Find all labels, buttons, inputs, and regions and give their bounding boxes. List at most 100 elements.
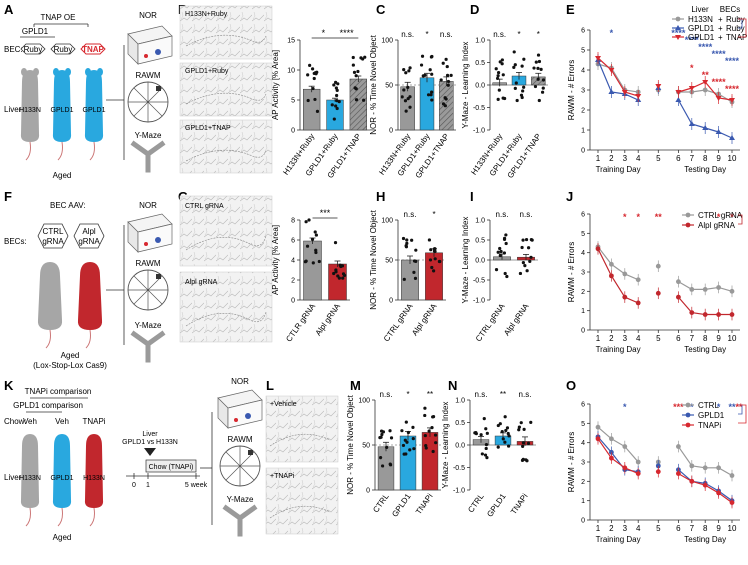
data-point [407,69,411,73]
data-point [414,248,418,252]
data-point [519,421,523,425]
data-point [333,241,338,245]
significance-label: n.s. [520,210,533,219]
data-marker [685,212,691,218]
data-point [408,105,412,109]
data-point [539,67,543,71]
y-tick-label: 2 [581,479,585,486]
y-tick-label: 50 [362,443,370,450]
data-point [427,238,432,242]
y-tick-label: -0.5 [473,105,485,112]
data-marker [609,436,614,442]
y-tick-label: 4 [581,250,585,257]
data-point [404,420,408,424]
data-point [314,72,318,76]
data-point [388,429,392,433]
panel-letter-i: I [470,189,474,204]
data-marker [702,87,708,93]
data-point [533,84,538,89]
y-axis-label: RAWM - # Errors [567,432,576,493]
significance-label: n.s. [493,30,506,39]
data-point [335,106,339,111]
ymaze-icon-f [130,330,166,363]
bracket-label: *** [320,208,331,218]
data-point [379,429,384,433]
ctrl-grna-label-2: gRNA [42,237,64,246]
legend-label-bec: TNAP [726,33,747,42]
data-point [428,258,433,262]
data-point [444,57,448,61]
timeline-arrow-icon [144,448,156,456]
y-tick-label: 5 [291,98,295,105]
panel-a-schematic: A TNAP OE GPLD1 BEC: Ruby Ruby TNAP Live… [4,2,173,180]
data-point [406,85,410,89]
data-point [310,67,315,71]
y-tick-label: 100 [381,38,393,45]
x-tick-label: 4 [636,334,641,343]
bracket-label: **** [340,28,355,38]
data-marker [675,90,682,95]
data-point [433,257,437,261]
data-marker [689,287,695,292]
data-point [515,98,519,103]
category-label: Alpl gRNA [314,301,343,337]
data-point [400,429,404,433]
panel-letter-e: E [566,2,575,17]
x-tick-label: 5 [656,154,661,163]
data-point [518,271,523,276]
panel-letter-m: M [350,378,361,393]
tnapi-comparison-label: TNAPi comparison [25,387,92,396]
data-marker [685,412,691,418]
mouse-h133n-label-k: H133N [19,475,41,482]
data-point [413,276,418,280]
data-point [521,444,525,448]
data-point [536,53,541,57]
data-marker [595,436,601,442]
chart-D-group: D -1.0 -0.5 0.0 0.5 1.0 Y-Maze - Learning Inde… [461,2,548,180]
y-tick-label: 1.0 [455,398,465,405]
data-marker [622,271,628,277]
alpl-grna-label-1: Alpl [82,227,96,236]
data-point [404,71,408,75]
chart-I-group: I -1.0 -0.5 0.0 0.5 1.0 Y-Maze - Learning Inde… [461,189,538,343]
y-axis-label: NOR - % Time Novel Object [346,394,355,494]
data-point [505,426,510,430]
data-point [430,54,434,59]
data-point [423,73,427,77]
data-point [401,236,406,241]
category-label: GPLD1 [390,492,413,519]
legend-label: GPLD1 [698,411,725,420]
data-point [496,71,501,75]
data-marker [676,294,681,300]
nor-arena-icon [127,25,173,65]
data-point [521,238,525,242]
data-marker [676,471,681,476]
x-tick-label: 10 [728,334,737,343]
x-tick-label: 9 [716,154,721,163]
data-point [484,443,489,447]
data-point [341,272,346,276]
nor-arena-icon-f [127,213,173,253]
data-point [379,456,383,460]
legend-header-becs: BECs [720,5,740,14]
y-tick-label: 3 [581,270,585,277]
data-marker [716,312,721,317]
data-point [512,65,516,69]
x-axis-label-testing: Testing Day [684,535,726,544]
category-label: Alpl gRNA [410,301,439,337]
mouse-gpld1-tnap-icon: GPLD1 [83,68,106,161]
data-point [427,429,431,433]
data-marker [676,279,681,285]
x-tick-label: 10 [728,524,737,533]
significance-label: n.s. [401,30,414,39]
data-point [526,441,531,445]
mouse-h133n-icon-k: H133N [19,434,41,527]
legend-bracket [738,214,743,225]
data-point [314,233,318,237]
x-tick-label: 2 [609,524,614,533]
data-point [336,274,340,278]
data-marker [702,312,708,317]
significance-star: **** [725,56,740,66]
